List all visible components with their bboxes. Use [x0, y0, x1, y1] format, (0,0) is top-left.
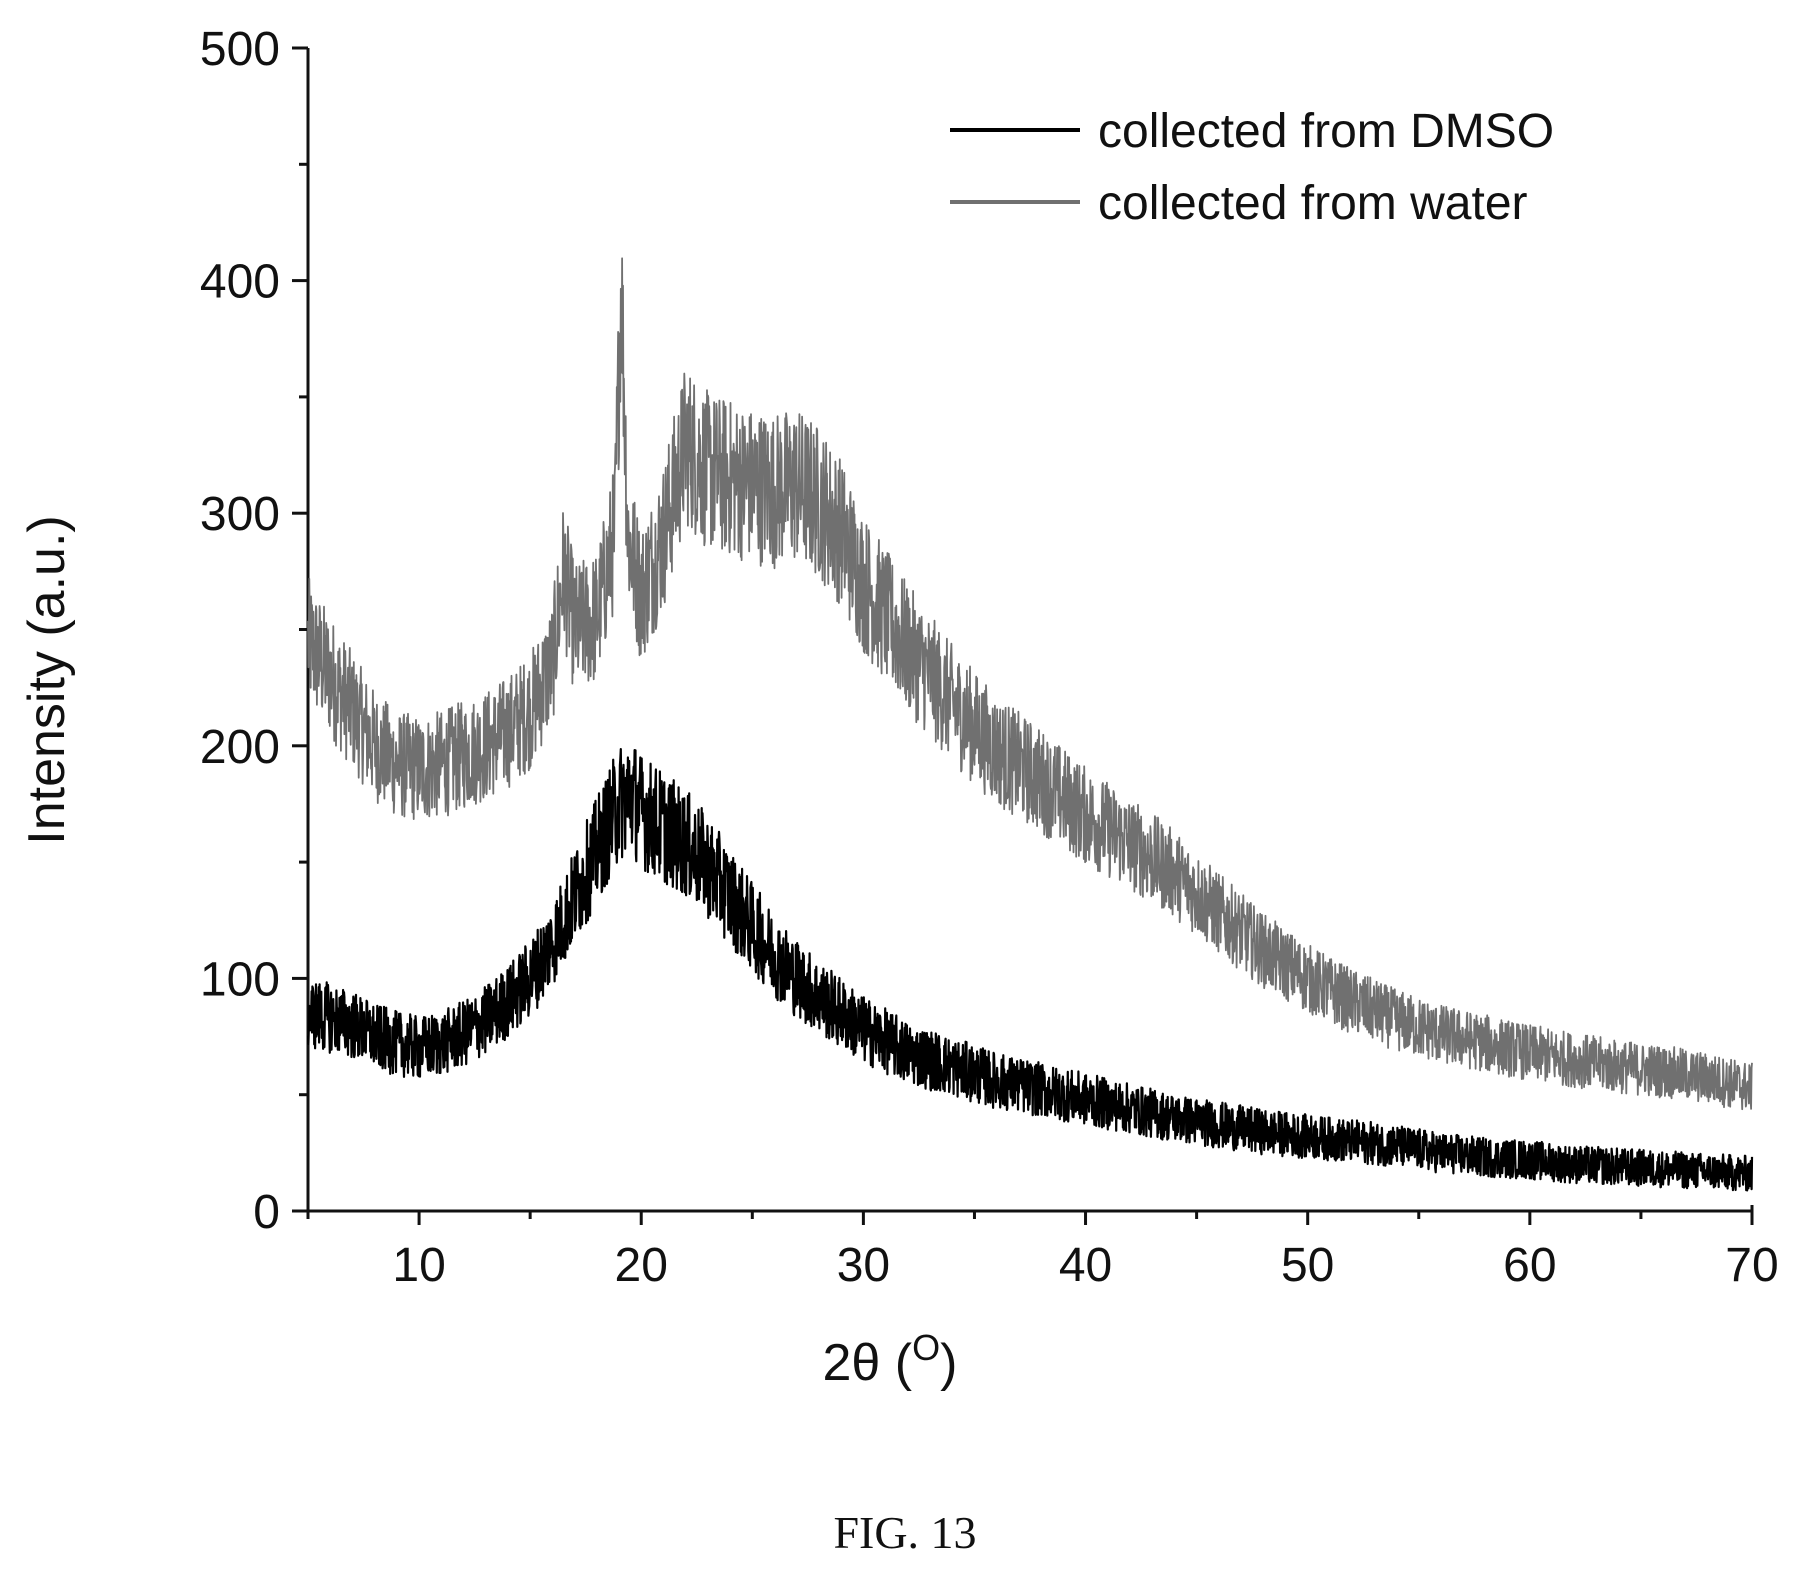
series-line-water — [307, 257, 1753, 1111]
y-tick-label: 300 — [200, 488, 280, 541]
x-tick-label: 50 — [1281, 1239, 1334, 1292]
x-tick-label: 40 — [1059, 1239, 1112, 1292]
x-axis-ticks: 10 20 30 40 50 60 70 — [306, 1211, 1779, 1292]
y-tick-label: 200 — [200, 721, 280, 774]
x-axis-title: 2θ (O) — [823, 1327, 958, 1393]
x-tick-label: 70 — [1725, 1239, 1778, 1292]
x-tick-label: 60 — [1503, 1239, 1556, 1292]
x-tick-label: 30 — [837, 1239, 890, 1292]
y-tick-label: 400 — [200, 256, 280, 309]
legend: collected from DMSO collected from water — [950, 105, 1554, 230]
y-tick-label: 500 — [200, 23, 280, 76]
y-axis-ticks: 0 100 200 300 400 500 — [200, 23, 308, 1239]
figure-caption: FIG. 13 — [833, 1507, 976, 1558]
x-tick-label: 10 — [392, 1239, 445, 1292]
legend-label-water: collected from water — [1098, 177, 1528, 230]
y-tick-label: 0 — [253, 1186, 280, 1239]
legend-label-dmso: collected from DMSO — [1098, 105, 1554, 158]
x-tick-label: 20 — [615, 1239, 668, 1292]
y-axis-title: Intensity (a.u.) — [18, 515, 76, 844]
series-layer — [306, 257, 1754, 1192]
series-line-dmso — [306, 748, 1754, 1192]
y-tick-label: 100 — [200, 953, 280, 1006]
x-axis-unit: O — [912, 1327, 940, 1368]
